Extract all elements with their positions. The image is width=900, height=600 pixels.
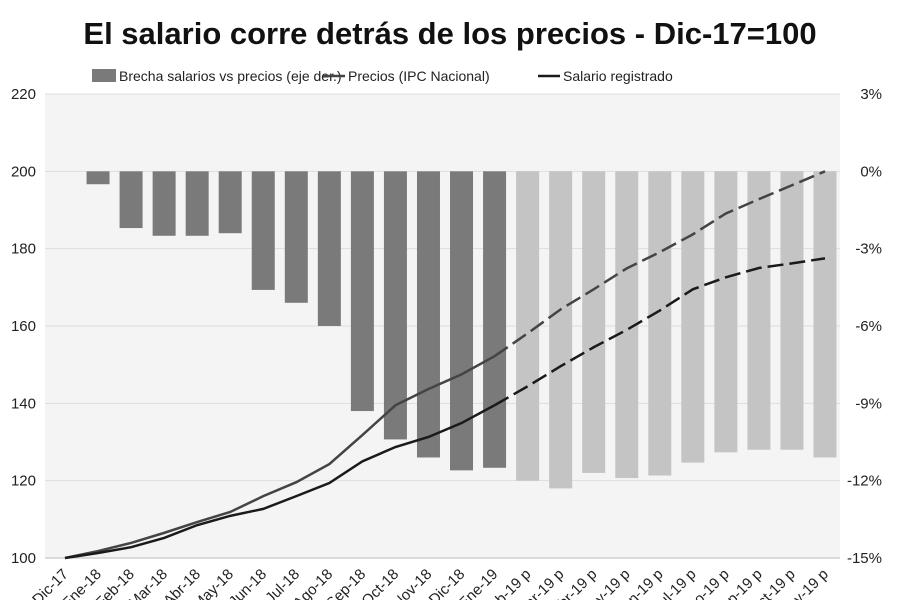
bar (582, 171, 606, 473)
left-tick-label: 160 (11, 318, 36, 335)
right-tick-label: -9% (855, 395, 882, 412)
bar (747, 171, 771, 450)
bar (483, 171, 507, 468)
bar (383, 171, 407, 440)
bar (516, 171, 540, 481)
bar (350, 171, 374, 412)
precios-line (64, 355, 496, 560)
bar (714, 171, 738, 453)
bar (416, 171, 440, 458)
bar (549, 171, 573, 489)
legend-swatch (92, 69, 116, 82)
salario-line-projected (493, 257, 826, 407)
bar (317, 171, 341, 326)
bar (615, 171, 639, 479)
right-tick-label: 3% (860, 86, 882, 103)
left-tick-label: 220 (11, 86, 36, 103)
bar (780, 171, 804, 450)
right-tick-label: -6% (855, 318, 882, 335)
bar (251, 171, 275, 290)
bar (813, 171, 837, 458)
chart-title: El salario corre detrás de los precios -… (83, 16, 817, 51)
right-tick-label: 0% (860, 163, 882, 180)
left-tick-label: 180 (11, 241, 36, 258)
left-tick-label: 140 (11, 395, 36, 412)
bar (185, 171, 209, 236)
left-tick-label: 120 (11, 473, 36, 490)
bar (152, 171, 176, 236)
legend-label: Salario registrado (563, 68, 673, 84)
right-tick-label: -12% (847, 473, 882, 490)
bar (450, 171, 474, 471)
right-tick-label: -3% (855, 241, 882, 258)
left-tick-label: 100 (11, 550, 36, 567)
bar (119, 171, 143, 229)
right-tick-label: -15% (847, 550, 882, 567)
bar (681, 171, 705, 463)
precios-line-projected (493, 170, 826, 358)
salario-line (64, 404, 496, 560)
bar (86, 171, 110, 185)
bar (284, 171, 308, 303)
bar (218, 171, 242, 234)
bar (648, 171, 672, 476)
left-tick-label: 200 (11, 163, 36, 180)
legend-label: Precios (IPC Nacional) (348, 68, 490, 84)
legend-label: Brecha salarios vs precios (eje der.) (119, 68, 342, 84)
